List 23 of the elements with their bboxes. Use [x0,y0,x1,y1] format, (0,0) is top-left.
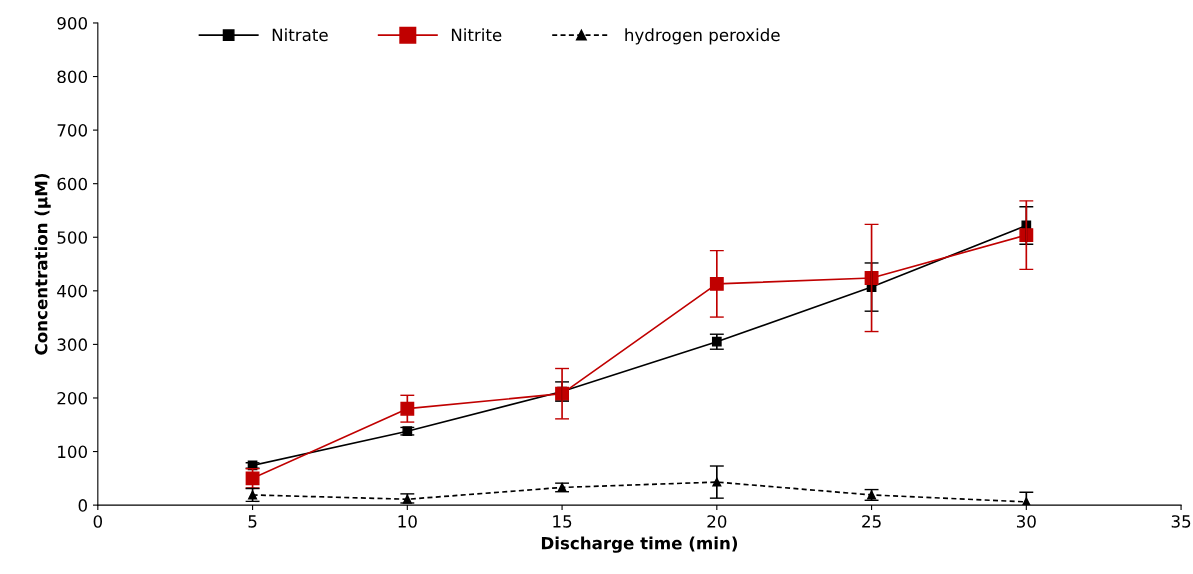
x-tick-label: 10 [398,515,417,528]
y-tick-label: 300 [57,338,87,351]
x-tick-label: 5 [248,515,257,528]
x-tick-label: 30 [1016,515,1036,528]
y-axis-title: Concentration (µM) [34,174,51,355]
y-tick-label: 900 [57,16,87,30]
x-tick-label: 15 [553,515,572,528]
y-tick-label: 600 [57,177,87,191]
legend-label: Nitrate [272,28,328,42]
y-tick-label: 200 [57,391,87,405]
x-tick-label: 25 [862,515,881,528]
y-tick-label: 500 [57,231,87,244]
y-tick-label: 800 [57,70,87,84]
legend-label: hydrogen peroxide [625,28,780,45]
legend-label: Nitrite [451,28,502,42]
y-tick-label: 400 [57,284,87,298]
y-tick-label: 0 [78,499,87,512]
x-tick-label: 20 [707,515,727,528]
x-axis-title: Discharge time (min) [541,536,738,553]
y-tick-label: 100 [58,445,87,459]
y-tick-label: 700 [57,124,87,137]
x-tick-label: 0 [93,515,103,528]
x-tick-label: 35 [1171,515,1191,528]
